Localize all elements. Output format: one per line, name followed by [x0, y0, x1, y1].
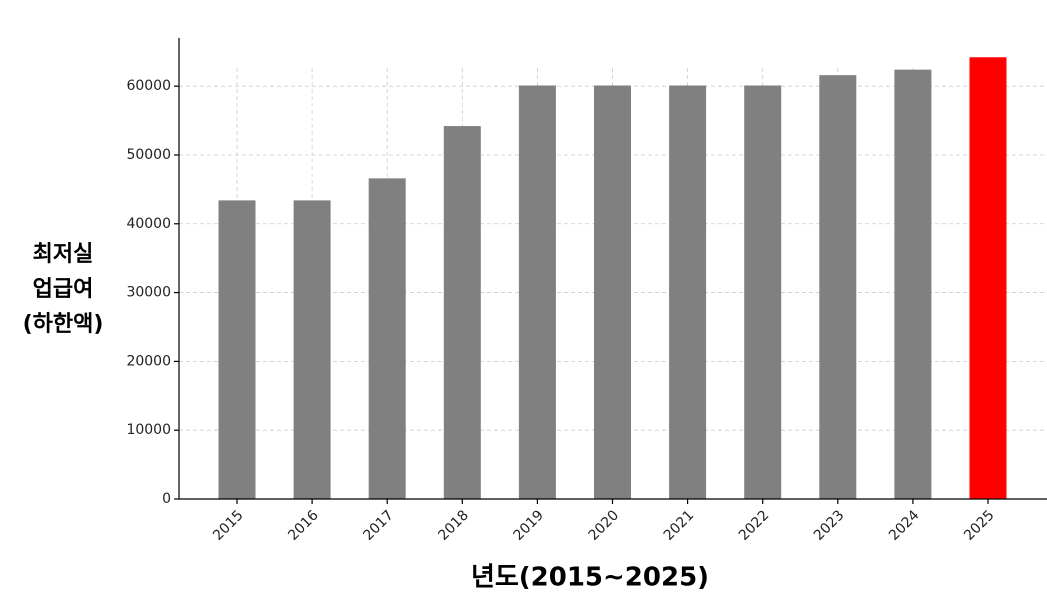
x-tick-label: 2024: [886, 507, 923, 544]
x-tick-label: 2021: [661, 507, 698, 544]
y-axis-label: 최저실: [33, 242, 94, 267]
x-tick-label: 2016: [285, 507, 322, 544]
y-tick-label: 0: [162, 491, 171, 507]
y-tick-label: 60000: [126, 78, 171, 94]
x-tick-label: 2017: [360, 507, 397, 544]
bar: [443, 126, 481, 499]
x-tick-label: 2025: [961, 507, 998, 544]
y-tick-label: 50000: [126, 147, 171, 163]
y-axis-label: 업급여: [33, 277, 94, 302]
x-tick-label: 2023: [811, 507, 848, 544]
y-tick-label: 30000: [126, 285, 171, 301]
bar: [819, 75, 857, 500]
bar: [293, 200, 331, 500]
x-tick-label: 2020: [586, 507, 623, 544]
bar: [969, 57, 1007, 499]
x-tick-label: 2018: [435, 507, 472, 544]
bar: [518, 85, 556, 499]
x-axis-label: 년도(2015~2025): [471, 563, 709, 593]
bar: [894, 69, 932, 499]
y-tick-label: 40000: [126, 216, 171, 232]
x-tick-label: 2022: [736, 507, 773, 544]
x-tick-label: 2019: [511, 507, 548, 544]
y-axis-label: (하한액): [23, 312, 104, 337]
bar: [744, 85, 782, 499]
bar: [594, 85, 631, 499]
y-tick-label: 20000: [126, 353, 171, 369]
bar: [368, 178, 406, 499]
y-tick-label: 10000: [126, 422, 171, 438]
bar: [669, 85, 707, 499]
bar: [218, 200, 256, 500]
x-tick-label: 2015: [210, 507, 247, 544]
